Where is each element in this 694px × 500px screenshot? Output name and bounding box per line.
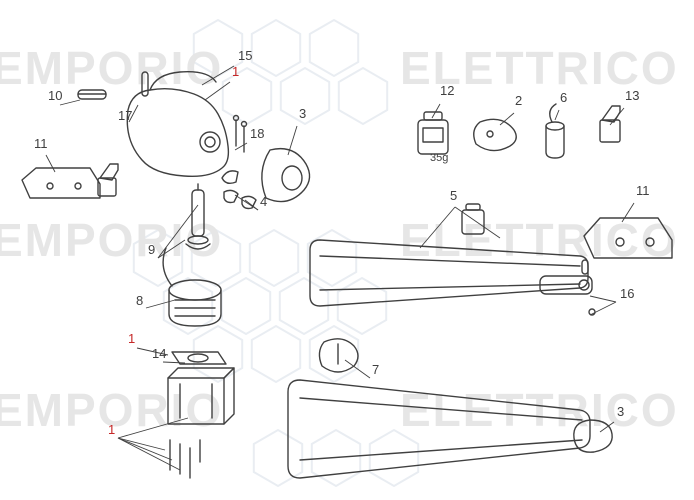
leader-lines (0, 0, 694, 500)
